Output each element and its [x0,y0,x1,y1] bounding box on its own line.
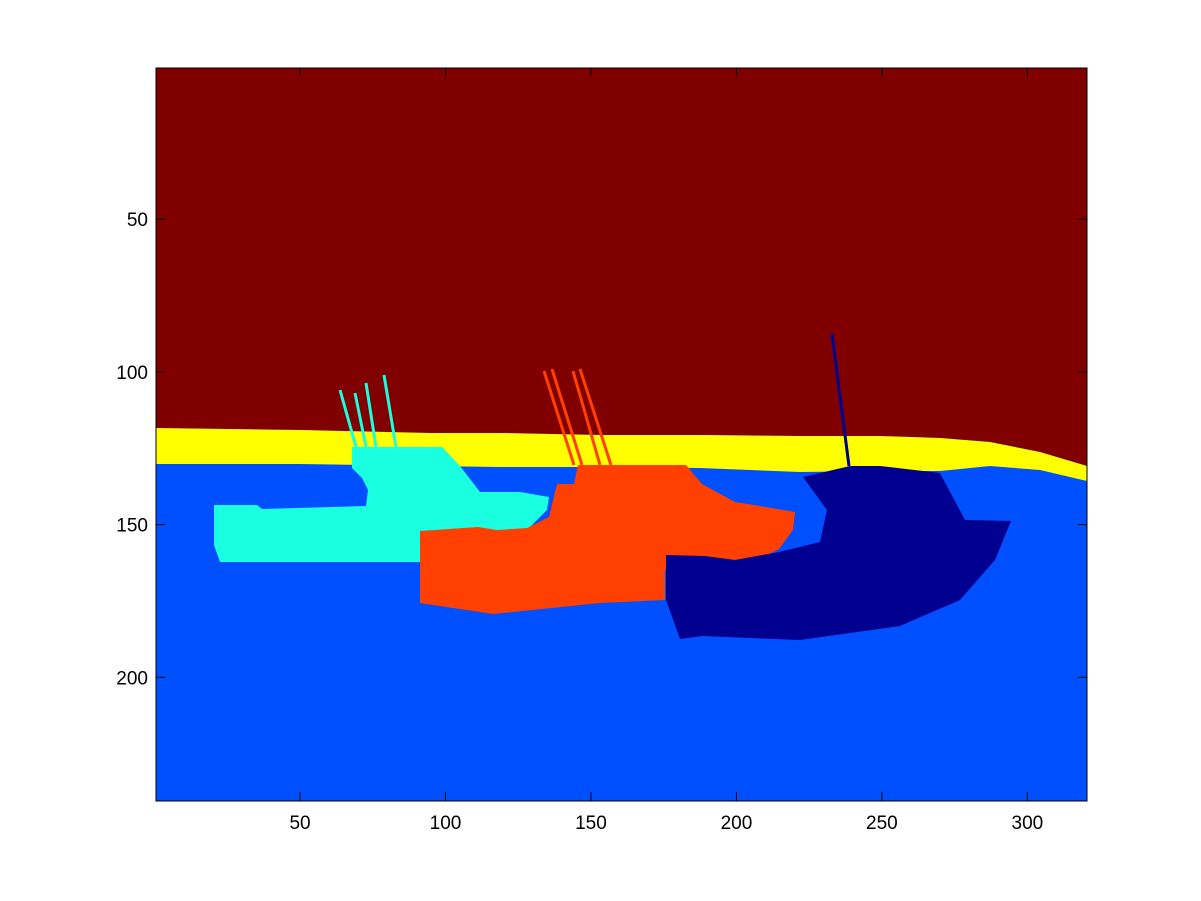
boat-right-region [666,466,1011,640]
x-tick-label: 50 [289,813,310,834]
x-tick-label: 250 [866,813,898,834]
axes-box [155,67,1088,802]
sky-region [156,68,1087,466]
boat-middle-region [420,465,795,614]
x-tick-label: 300 [1012,813,1044,834]
y-tick-label: 150 [116,516,148,537]
tick-labels: 50 100 150 200 250 300 50 100 150 200 [116,210,1043,834]
x-tick-label: 200 [721,813,753,834]
x-tick-label: 100 [430,813,462,834]
y-tick-label: 100 [116,363,148,384]
boat-left-region [214,447,549,562]
tick-marks [156,68,1087,801]
segmentation-image [156,68,1087,801]
boat-left-masts [338,374,398,448]
x-tick-label: 150 [575,813,607,834]
boat-right-mast [830,333,851,467]
y-tick-label: 200 [116,668,148,689]
boat-middle-masts [542,368,613,466]
y-tick-label: 50 [127,210,148,231]
